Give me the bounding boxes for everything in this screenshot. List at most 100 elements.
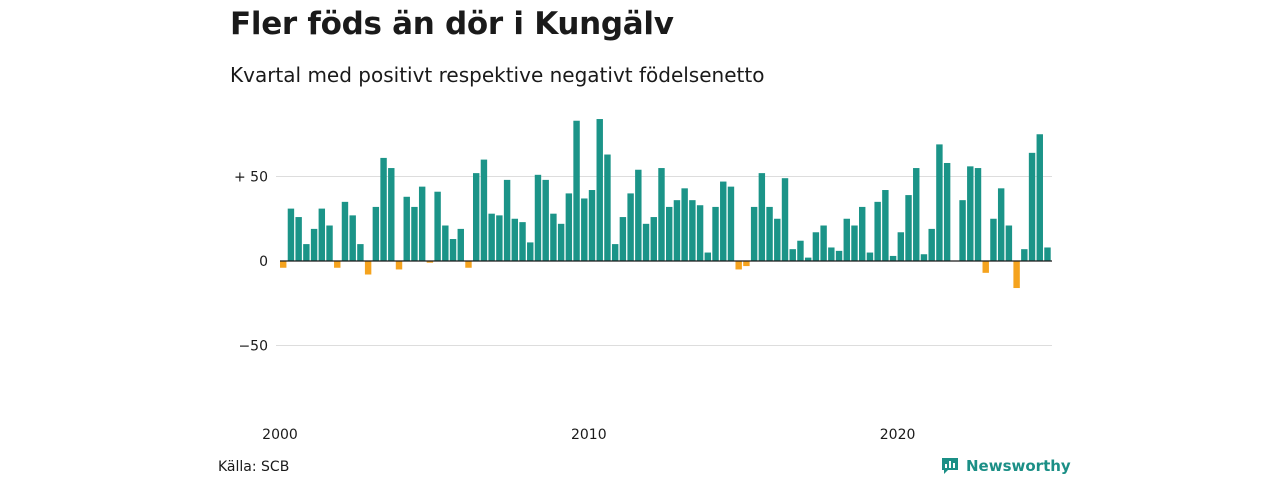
newsworthy-logo-icon (940, 456, 960, 476)
bar (735, 261, 742, 270)
bar (611, 244, 619, 261)
bar (727, 186, 735, 261)
bar (1044, 247, 1051, 261)
x-tick-label: 2020 (880, 427, 916, 443)
bar (797, 240, 804, 261)
bar (820, 225, 827, 261)
brand-logo: Newsworthy (940, 456, 1071, 476)
bar (720, 181, 727, 261)
y-tick-label: −50 (238, 339, 268, 355)
bar (449, 239, 457, 261)
bar (588, 190, 596, 261)
bar (812, 232, 820, 261)
bar (843, 218, 850, 261)
bar (341, 201, 349, 261)
bar (689, 200, 696, 261)
bar (411, 206, 418, 261)
bar (565, 193, 573, 261)
bar (388, 168, 395, 261)
bar (696, 205, 704, 261)
bar (442, 225, 449, 261)
bar (519, 222, 526, 261)
bar (943, 162, 951, 261)
bar (1028, 152, 1036, 261)
bar (1005, 225, 1013, 261)
bar (503, 179, 511, 261)
bar (712, 206, 719, 261)
bar (974, 168, 982, 261)
bar (1021, 249, 1028, 261)
x-tick-label: 2000 (262, 427, 298, 443)
bar (496, 215, 503, 261)
bar (434, 191, 441, 261)
bar (418, 186, 426, 261)
bar (897, 232, 905, 261)
bar (573, 120, 580, 261)
bar (758, 173, 766, 261)
y-tick-label: + 50 (234, 170, 268, 186)
bar (704, 252, 712, 261)
bar (673, 200, 681, 261)
bar (349, 215, 356, 261)
bar (804, 257, 812, 261)
bar (982, 261, 989, 273)
bar (480, 159, 488, 261)
bar (465, 261, 472, 268)
bar (318, 208, 326, 261)
bar (457, 228, 464, 261)
bar (534, 174, 542, 261)
bar (750, 206, 758, 261)
bar (310, 228, 318, 261)
bar (1013, 261, 1020, 289)
bar (326, 225, 333, 261)
bar (380, 157, 387, 261)
bar (488, 213, 495, 261)
bar (295, 217, 302, 261)
bar (364, 261, 372, 275)
bar (774, 218, 781, 261)
bar (511, 218, 519, 261)
chart-subtitle: Kvartal med positivt respektive negativt… (230, 63, 765, 87)
bar (619, 217, 627, 261)
source-note: Källa: SCB (218, 459, 290, 475)
bar (372, 206, 380, 261)
bar (905, 195, 912, 261)
bar (642, 223, 650, 261)
bar (882, 190, 889, 261)
bar (889, 255, 897, 261)
bar (473, 173, 480, 261)
bar (936, 144, 943, 261)
bar (828, 247, 835, 261)
bar (835, 250, 843, 261)
bar (666, 206, 673, 261)
bar (557, 223, 565, 261)
bar (403, 196, 410, 261)
bar (1036, 134, 1043, 261)
bar (334, 261, 341, 268)
bar (681, 188, 688, 261)
bar (650, 217, 657, 261)
bar (635, 169, 642, 261)
bar (997, 188, 1005, 261)
y-tick-label: 0 (259, 254, 268, 270)
bar (859, 206, 866, 261)
bar (913, 168, 920, 261)
bar (920, 254, 928, 261)
bar (426, 261, 434, 263)
bar (658, 168, 665, 261)
bar (542, 179, 549, 261)
bar (990, 218, 997, 261)
bar (527, 242, 534, 261)
bar (280, 261, 287, 268)
bar (766, 206, 773, 261)
bar (596, 119, 603, 261)
bar (287, 208, 295, 261)
bar (395, 261, 403, 270)
x-tick-label: 2010 (571, 427, 607, 443)
bar (627, 193, 634, 261)
bar (789, 249, 796, 261)
bar (550, 213, 557, 261)
bar (928, 228, 935, 261)
bar (581, 198, 588, 261)
bar (866, 252, 874, 261)
